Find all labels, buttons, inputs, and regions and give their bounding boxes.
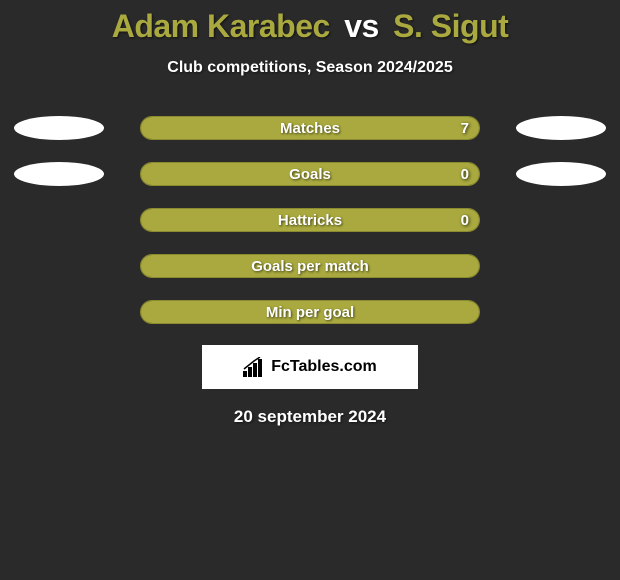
logo-box: FcTables.com <box>202 345 418 389</box>
left-ellipse <box>14 162 104 186</box>
stat-label: Goals <box>289 166 331 183</box>
date-label: 20 september 2024 <box>0 407 620 427</box>
right-ellipse <box>516 116 606 140</box>
left-ellipse <box>14 116 104 140</box>
stat-bar: Hattricks 0 <box>140 208 480 232</box>
stat-label: Goals per match <box>251 258 369 275</box>
stat-bar: Min per goal <box>140 300 480 324</box>
player1-name: Adam Karabec <box>112 8 330 44</box>
stat-row: Goals 0 <box>0 161 620 187</box>
stat-row: Min per goal <box>0 299 620 325</box>
logo-text: FcTables.com <box>271 358 377 376</box>
stat-bar: Matches 7 <box>140 116 480 140</box>
player2-name: S. Sigut <box>393 8 508 44</box>
stat-row: Matches 7 <box>0 115 620 141</box>
stat-value: 0 <box>461 166 469 183</box>
stat-bar: Goals per match <box>140 254 480 278</box>
stat-row: Goals per match <box>0 253 620 279</box>
stat-label: Matches <box>280 120 340 137</box>
stat-value: 0 <box>461 212 469 229</box>
comparison-chart: Matches 7 Goals 0 Hattricks 0 Goals per match M… <box>0 115 620 325</box>
stat-bar: Goals 0 <box>140 162 480 186</box>
stat-row: Hattricks 0 <box>0 207 620 233</box>
vs-label: vs <box>344 8 379 44</box>
page-title: Adam Karabec vs S. Sigut <box>0 0 620 45</box>
subtitle: Club competitions, Season 2024/2025 <box>0 59 620 77</box>
stat-value: 7 <box>461 120 469 137</box>
right-ellipse <box>516 162 606 186</box>
chart-icon <box>243 357 265 377</box>
stat-label: Hattricks <box>278 212 342 229</box>
stat-label: Min per goal <box>266 304 354 321</box>
